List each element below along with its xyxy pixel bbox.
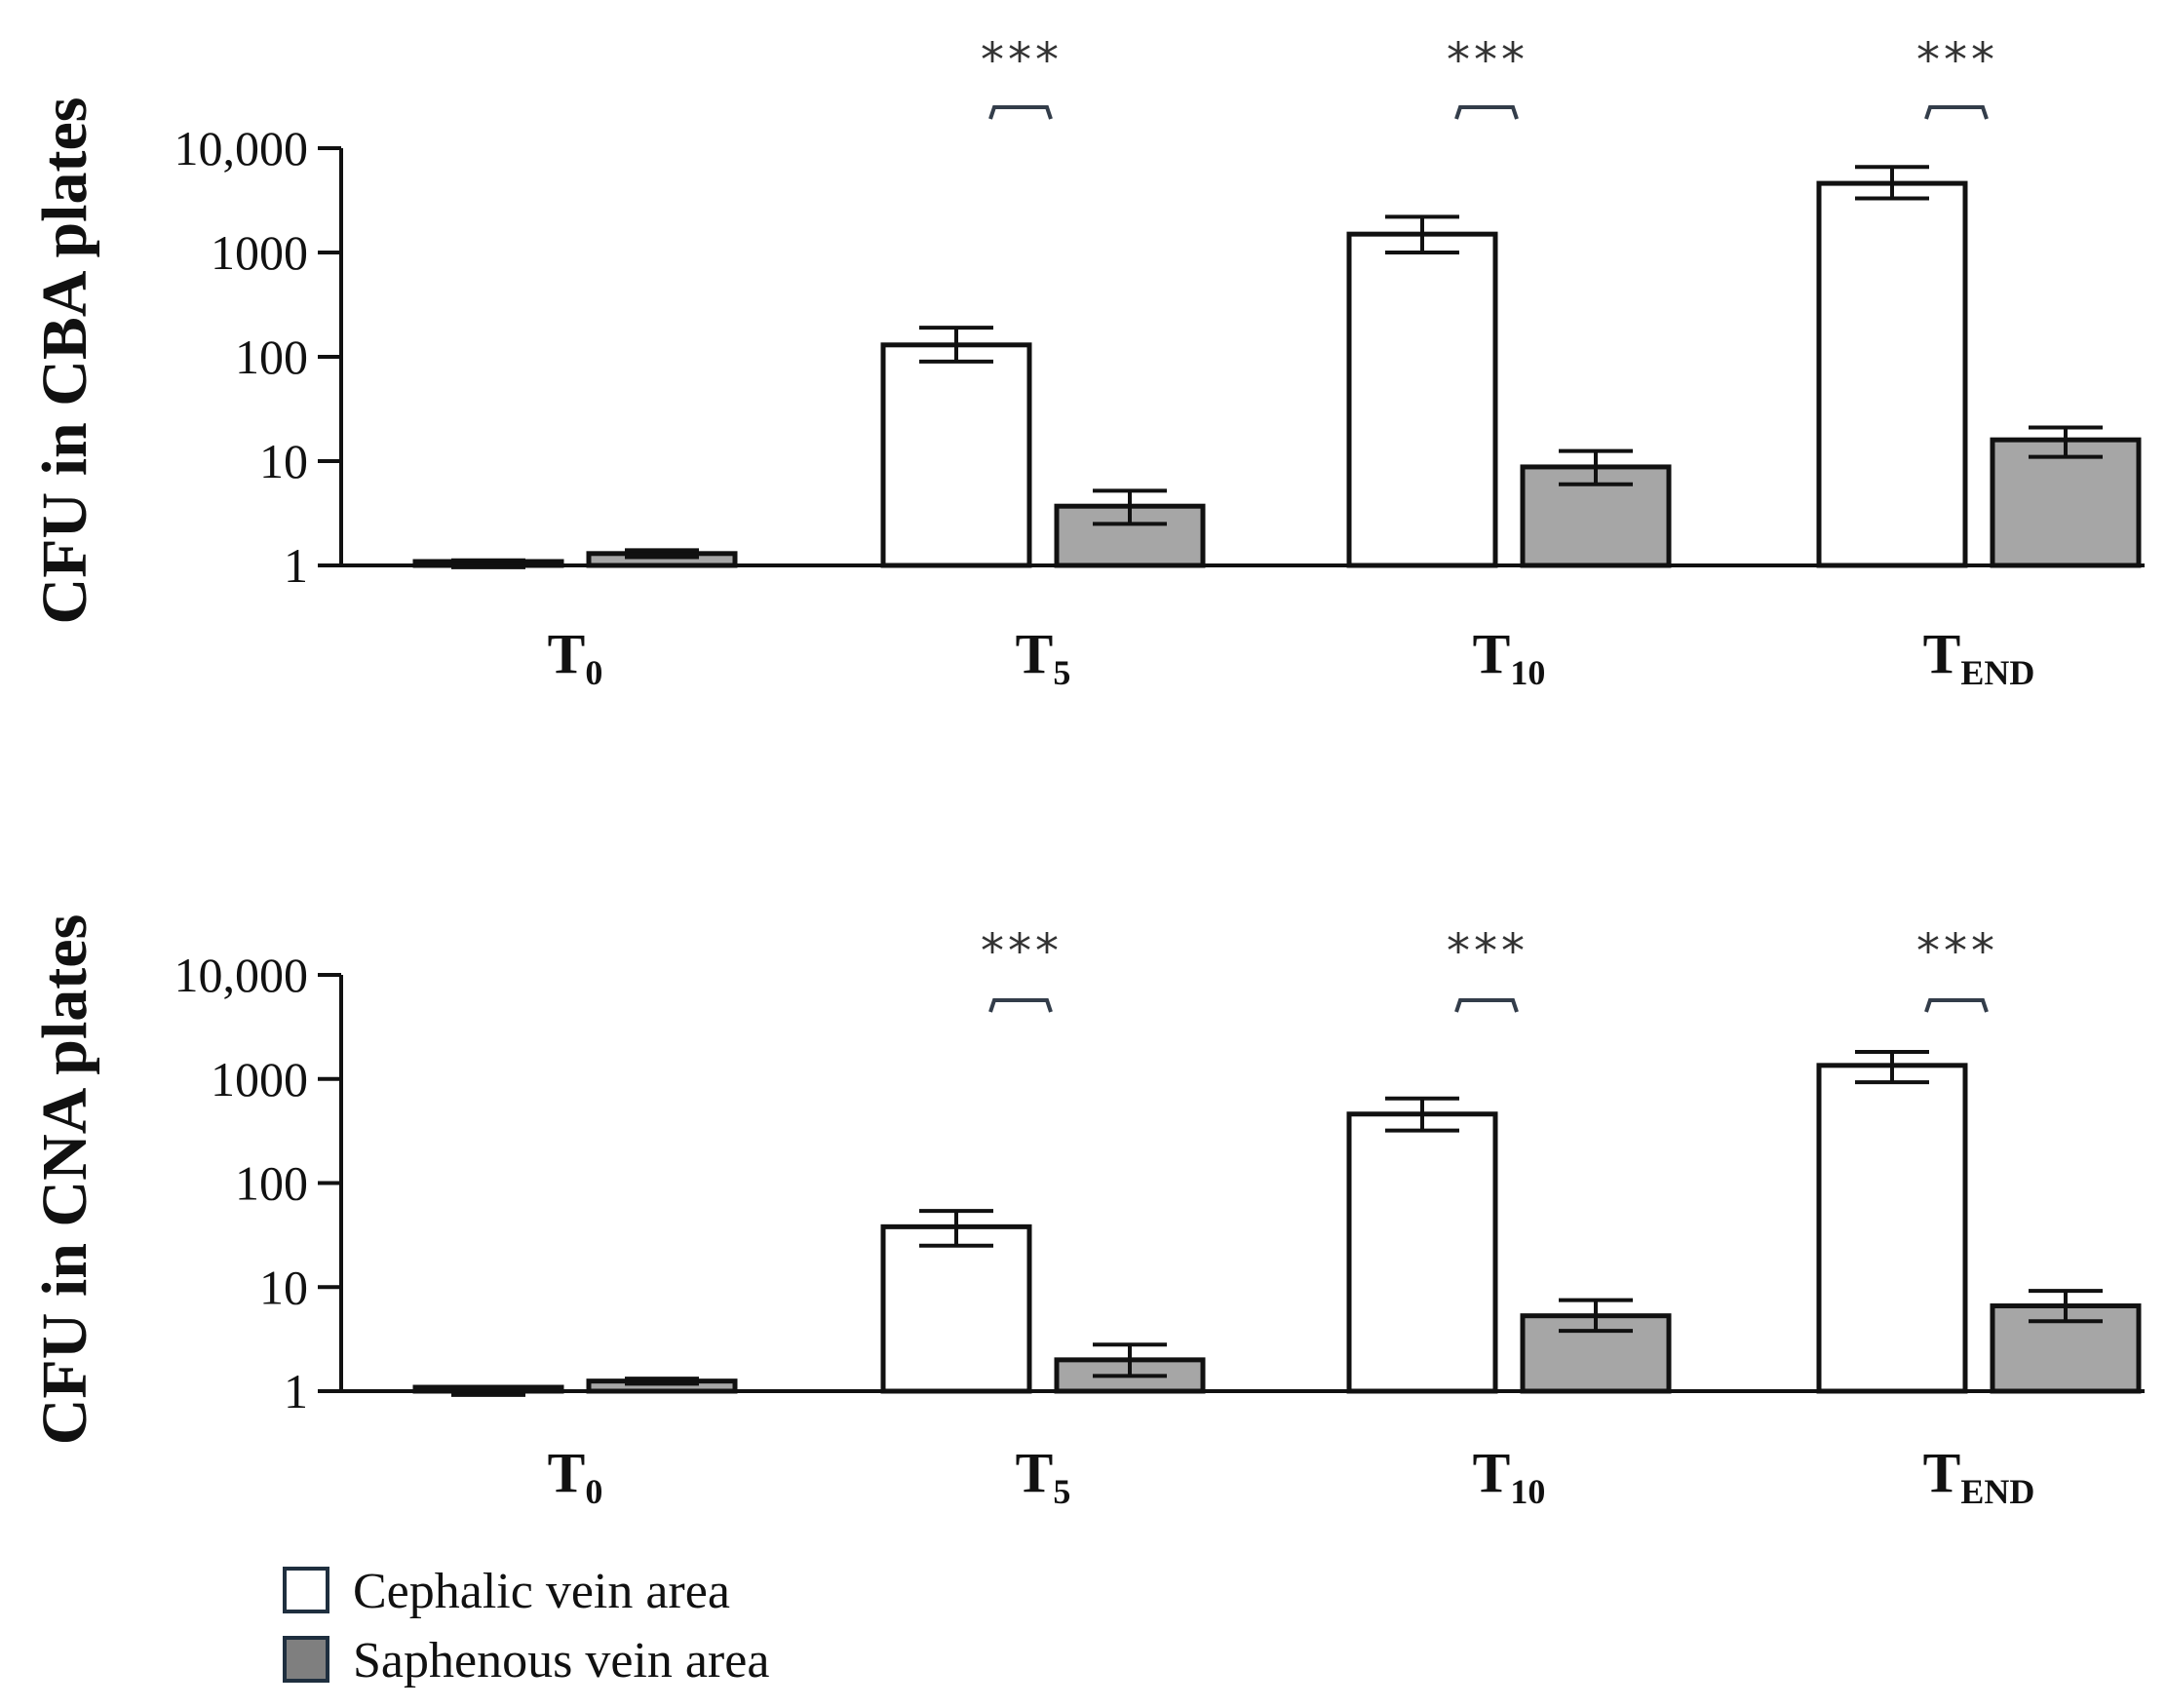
significance-bracket bbox=[988, 998, 1053, 1013]
x-category-label: T5 bbox=[1016, 1441, 1071, 1511]
x-category-label: T10 bbox=[1473, 622, 1546, 692]
y-tick-label: 1000 bbox=[211, 225, 308, 280]
y-tick-label: 10 bbox=[259, 434, 308, 488]
x-category-label: T5 bbox=[1016, 622, 1071, 692]
significance-bracket bbox=[1924, 105, 1989, 120]
x-category-label: T0 bbox=[548, 622, 603, 692]
y-tick-label: 1 bbox=[284, 538, 308, 593]
y-tick-label: 1000 bbox=[211, 1052, 308, 1106]
bar-cephalic-10 bbox=[1346, 231, 1498, 568]
significance-bracket bbox=[1454, 998, 1519, 1013]
x-category-label: TEND bbox=[1923, 622, 2035, 692]
significance-marker: *** bbox=[981, 924, 1063, 979]
legend-label-saphenous: Saphenous vein area bbox=[353, 1633, 769, 1689]
significance-marker: *** bbox=[1447, 924, 1528, 979]
y-axis-label: CFU in CNA plates bbox=[29, 914, 100, 1446]
significance-bracket bbox=[1924, 998, 1989, 1013]
y-tick-label: 10,000 bbox=[174, 948, 309, 1002]
y-tick-label: 10,000 bbox=[174, 121, 309, 175]
bar-cephalic-end bbox=[1816, 1063, 1968, 1394]
legend-swatch-saphenous bbox=[283, 1636, 329, 1683]
x-category-label: T10 bbox=[1473, 1441, 1546, 1511]
legend-label-cephalic: Cephalic vein area bbox=[353, 1564, 730, 1619]
significance-bracket bbox=[1454, 105, 1519, 120]
y-tick-label: 100 bbox=[235, 330, 308, 384]
legend-swatch-cephalic bbox=[283, 1567, 329, 1613]
y-tick-label: 100 bbox=[235, 1156, 308, 1211]
bar-cephalic-10 bbox=[1346, 1111, 1498, 1394]
y-tick-label: 1 bbox=[284, 1364, 308, 1418]
x-category-label: T0 bbox=[548, 1441, 603, 1511]
significance-marker: *** bbox=[1916, 33, 1998, 88]
bar-cephalic-end bbox=[1816, 180, 1968, 568]
legend: Cephalic vein area Saphenous vein area bbox=[283, 1564, 769, 1689]
bar-cephalic-5 bbox=[880, 342, 1032, 568]
cna-chart-panel: CFU in CNA plates 1 10 100 1000 10,000 T0 T5 ***… bbox=[29, 914, 2145, 1511]
significance-marker: *** bbox=[1916, 924, 1998, 979]
bar-cephalic-5 bbox=[880, 1223, 1032, 1394]
significance-bracket bbox=[988, 105, 1053, 120]
x-category-label: TEND bbox=[1923, 1441, 2035, 1511]
y-axis-label: CFU in CBA plates bbox=[29, 97, 100, 625]
significance-marker: *** bbox=[981, 33, 1063, 88]
y-tick-label: 10 bbox=[259, 1260, 308, 1314]
significance-marker: *** bbox=[1447, 33, 1528, 88]
cba-chart-panel: CFU in CBA plates 1 10 100 1000 10,000 T0 T5 ***… bbox=[29, 33, 2145, 692]
